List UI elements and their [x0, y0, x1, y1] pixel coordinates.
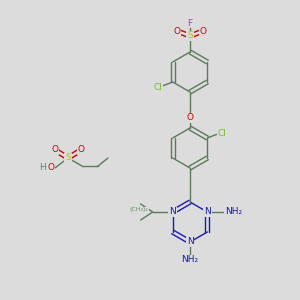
- Text: N: N: [204, 208, 211, 217]
- Text: O: O: [47, 164, 55, 172]
- Text: O: O: [77, 146, 85, 154]
- Text: NH₂: NH₂: [182, 256, 199, 265]
- Text: N: N: [169, 208, 176, 217]
- Text: N: N: [187, 238, 194, 247]
- Text: (CH₃)₂: (CH₃)₂: [130, 208, 149, 212]
- Text: NH₂: NH₂: [225, 208, 242, 217]
- Text: Cl: Cl: [153, 82, 162, 91]
- Text: F: F: [188, 19, 193, 28]
- Text: O: O: [173, 26, 181, 35]
- Text: Cl: Cl: [218, 128, 227, 137]
- Text: O: O: [200, 26, 206, 35]
- Text: S: S: [65, 154, 71, 163]
- Text: S: S: [187, 32, 193, 40]
- Text: O: O: [187, 113, 194, 122]
- Text: H: H: [40, 164, 46, 172]
- Text: O: O: [52, 146, 58, 154]
